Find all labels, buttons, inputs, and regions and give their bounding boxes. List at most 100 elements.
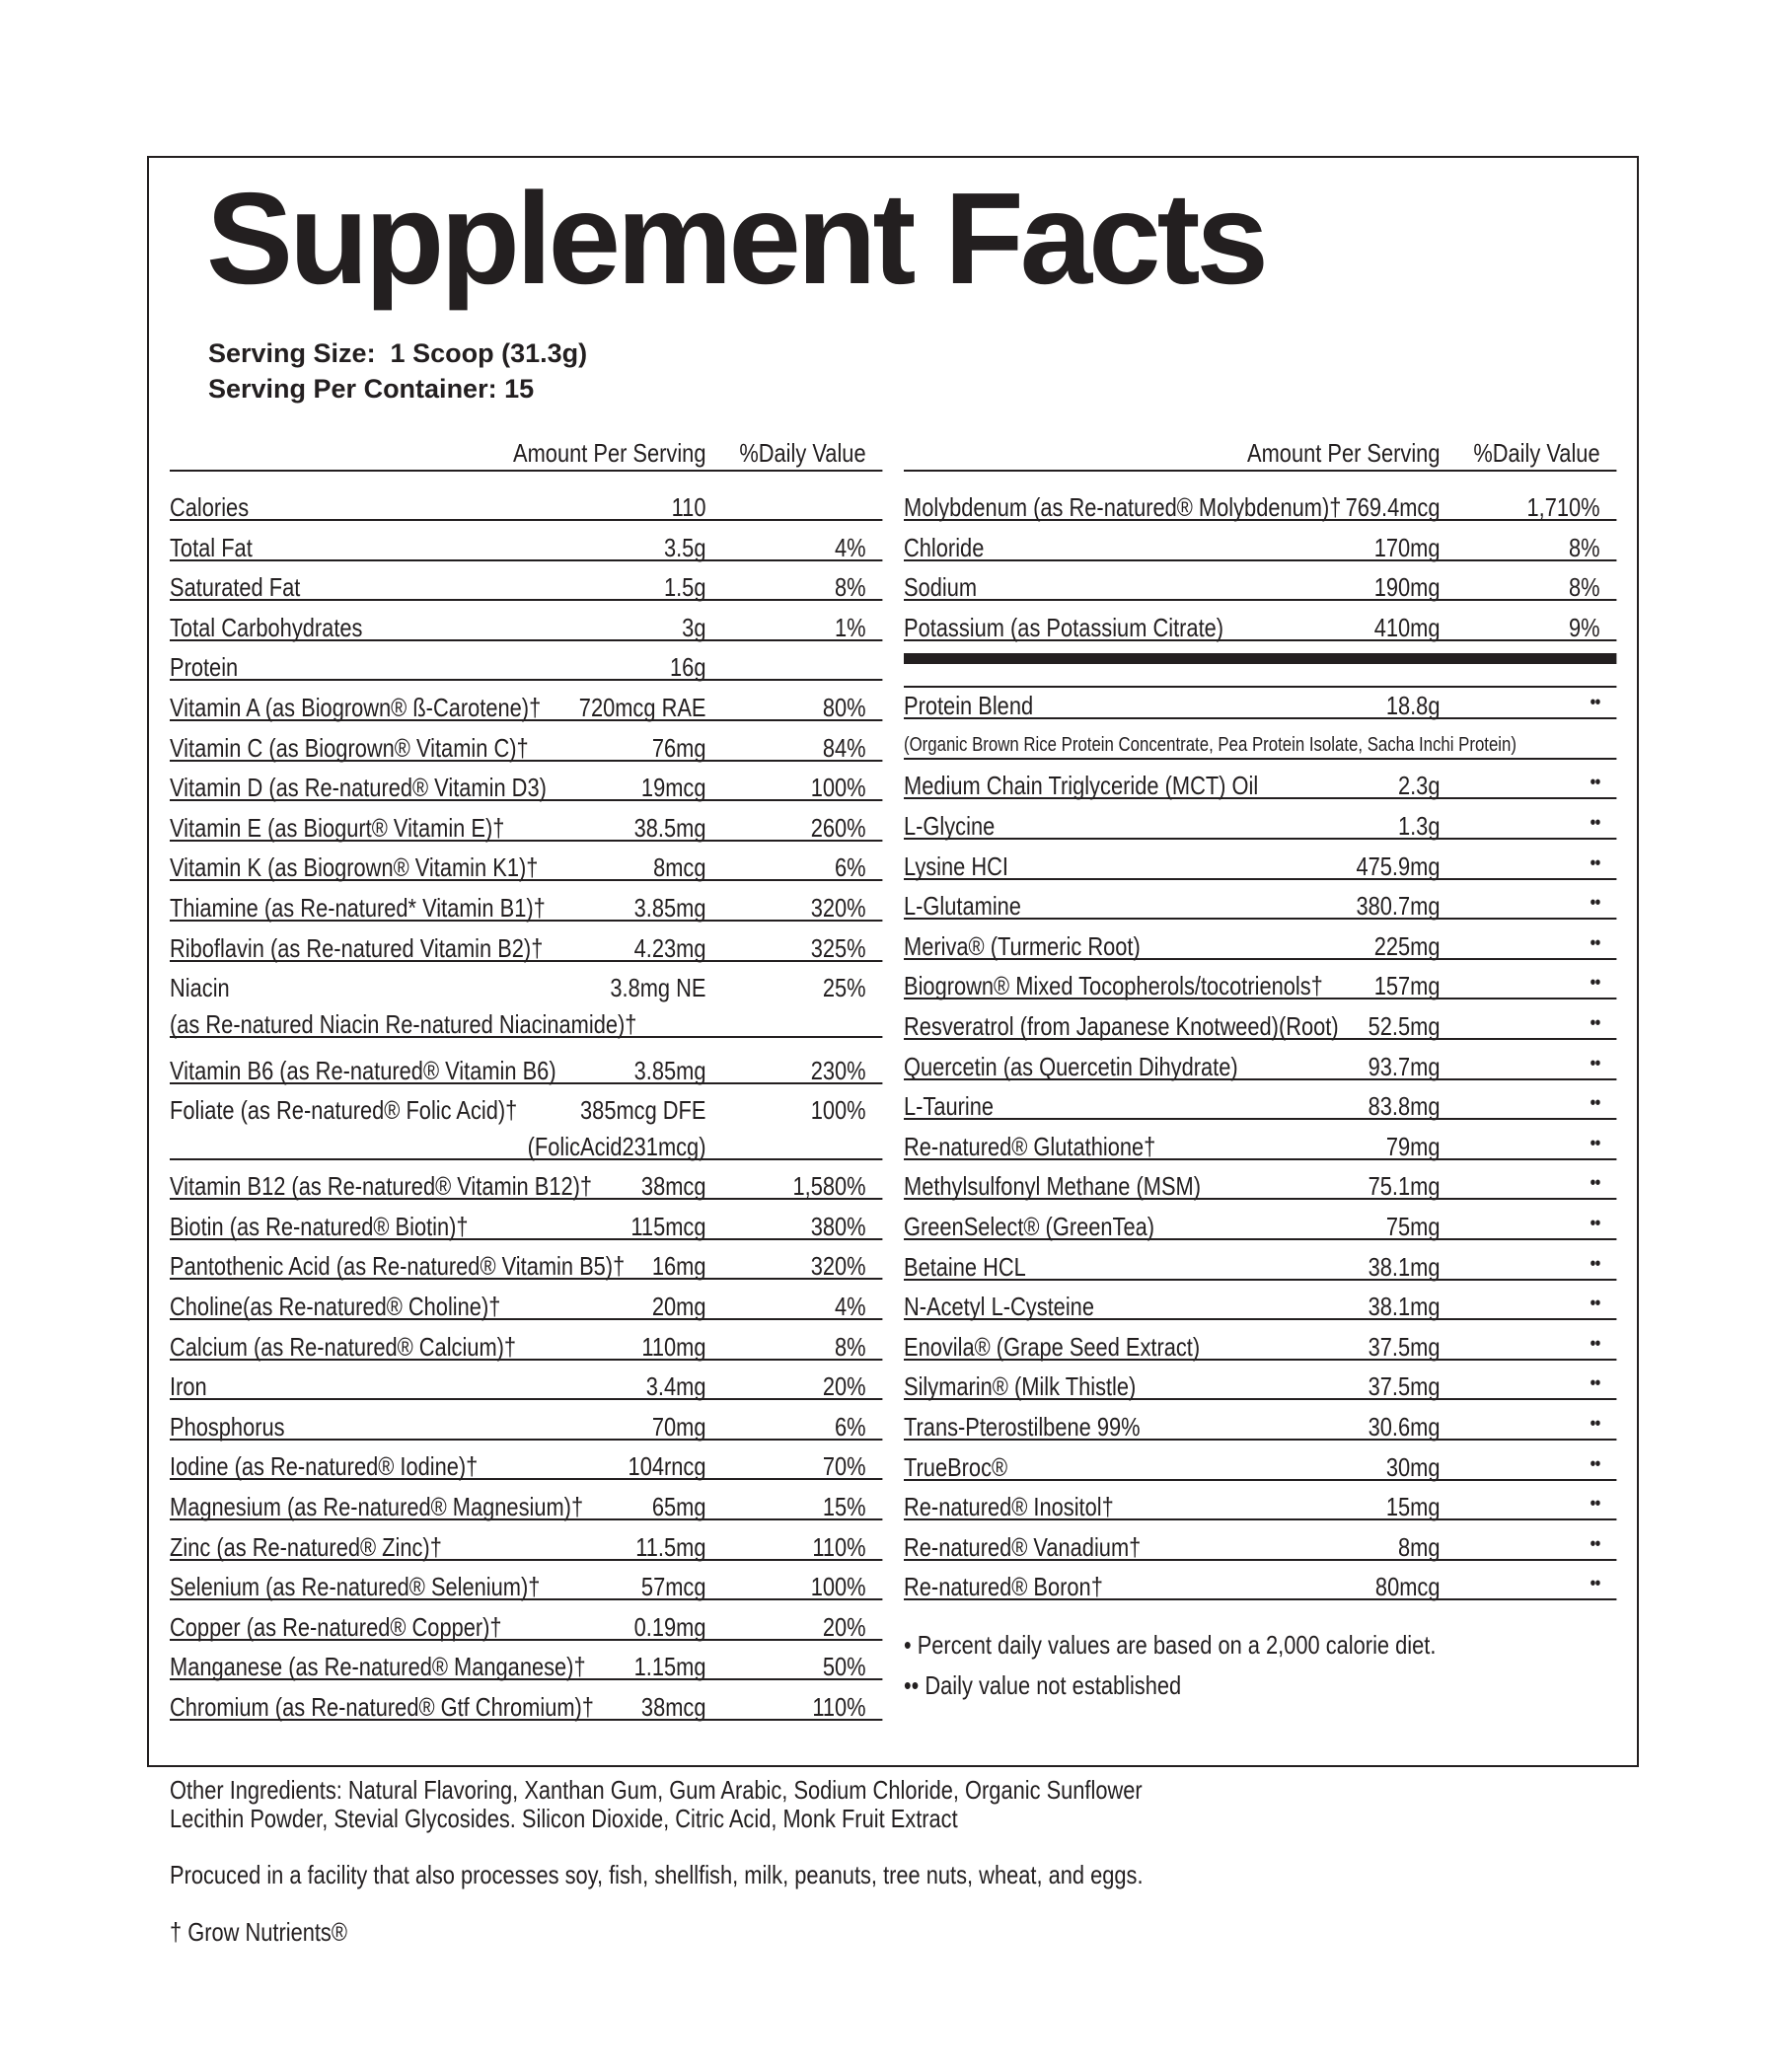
nutrient-name: Pantothenic Acid (as Re-natured® Vitamin… bbox=[170, 1251, 626, 1282]
table-row: Protein 16g bbox=[170, 641, 883, 682]
nutrient-name: Chromium (as Re-natured® Gtf Chromium)† bbox=[170, 1691, 594, 1722]
nutrient-dv: 320% bbox=[810, 893, 866, 924]
table-row: Thiamine (as Re-natured* Vitamin B1)† 3.8… bbox=[170, 881, 883, 924]
nutrient-amount: 65mg bbox=[651, 1491, 706, 1521]
left-nutrient-table: Amount Per Serving %Daily Value Calories… bbox=[170, 434, 883, 1722]
nutrient-amount: 157mg bbox=[1373, 971, 1441, 1001]
nutrient-amount: 8mg bbox=[1397, 1531, 1441, 1562]
nutrient-amount: 475.9mg bbox=[1356, 851, 1441, 881]
nutrient-amount: 110mg bbox=[641, 1331, 706, 1362]
nutrient-dv: •• bbox=[1590, 1532, 1601, 1555]
nutrient-amount: 19mcg bbox=[640, 773, 706, 803]
nutrient-dv: 8% bbox=[1569, 572, 1600, 603]
nutrient-dv: 100% bbox=[810, 1094, 866, 1125]
nutrient-amount: 16mg bbox=[651, 1251, 706, 1282]
other-ingredients-line: Lecithin Powder, Stevial Glycosides. Sil… bbox=[170, 1803, 958, 1833]
table-row: Medium Chain Triglyceride (MCT) Oil 2.3g •… bbox=[904, 760, 1617, 800]
nutrient-name: Thiamine (as Re-natured* Vitamin B1)† bbox=[170, 893, 546, 924]
nutrient-name-detail: (as Re-natured Niacin Re-natured Niacina… bbox=[170, 1008, 637, 1039]
table-row: Vitamin B12 (as Re-natured® Vitamin B12)… bbox=[170, 1160, 883, 1202]
table-row: GreenSelect® (GreenTea) 75mg •• bbox=[904, 1200, 1617, 1240]
nutrient-name: Methylsulfonyl Methane (MSM) bbox=[904, 1171, 1202, 1202]
nutrient-amount: 0.19mg bbox=[633, 1611, 706, 1642]
nutrient-name: Lysine HCI bbox=[904, 851, 1009, 881]
table-row: Potassium (as Potassium Citrate) 410mg 9% bbox=[904, 601, 1617, 642]
table-row: Re-natured® Vanadium† 8mg •• bbox=[904, 1520, 1617, 1562]
nutrient-name: Niacin bbox=[170, 972, 230, 1002]
table-row: Total Fat 3.5g 4% bbox=[170, 521, 883, 562]
table-row: Betaine HCL 38.1mg •• bbox=[904, 1240, 1617, 1281]
table-row: L-Glycine 1.3g •• bbox=[904, 799, 1617, 842]
nutrient-dv: 9% bbox=[1569, 612, 1600, 642]
nutrient-dv: •• bbox=[1590, 1172, 1601, 1195]
nutrient-name: L-Glycine bbox=[904, 811, 996, 842]
nutrient-name: Vitamin D (as Re-natured® Vitamin D3) bbox=[170, 773, 547, 803]
nutrient-dv: 20% bbox=[822, 1611, 866, 1642]
serving-size: Serving Size: 1 Scoop (31.3g) bbox=[208, 338, 588, 368]
table-row: L-Glutamine 380.7mg •• bbox=[904, 880, 1617, 922]
nutrient-name: Biotin (as Re-natured® Biotin)† bbox=[170, 1211, 469, 1241]
table-row: Re-natured® Boron† 80mcg •• bbox=[904, 1561, 1617, 1602]
table-row: Vitamin A (as Biogrown® ß-Carotene)† 720m… bbox=[170, 681, 883, 723]
table-row: Phosphorus 70mg 6% bbox=[170, 1400, 883, 1442]
nutrient-dv: •• bbox=[1590, 892, 1601, 915]
nutrient-dv: 8% bbox=[835, 572, 866, 603]
amount-header: Amount Per Serving bbox=[1247, 438, 1441, 468]
nutrient-amount: 3.5g bbox=[663, 532, 706, 562]
table-row: Vitamin K (as Biogrown® Vitamin K1)† 8mcg… bbox=[170, 842, 883, 883]
table-row: Selenium (as Re-natured® Selenium)† 57mcg… bbox=[170, 1561, 883, 1602]
nutrient-dv: 100% bbox=[810, 773, 866, 803]
nutrient-name: Re-natured® Vanadium† bbox=[904, 1531, 1142, 1562]
dv-header: %Daily Value bbox=[1473, 438, 1600, 468]
nutrient-amount: 20mg bbox=[651, 1292, 706, 1321]
nutrient-name: Re-natured® Glutathione† bbox=[904, 1131, 1156, 1161]
nutrient-amount: 79mg bbox=[1385, 1131, 1441, 1161]
nutrient-amount: 115mcg bbox=[630, 1211, 706, 1241]
nutrient-amount: 80mcg bbox=[1374, 1572, 1441, 1602]
nutrient-amount: 1.15mg bbox=[633, 1652, 706, 1682]
nutrient-dv: 325% bbox=[810, 932, 866, 963]
nutrient-dv: 15% bbox=[822, 1491, 866, 1521]
nutrient-dv: 80% bbox=[822, 693, 866, 723]
table-row: Calories 110 bbox=[170, 481, 883, 522]
nutrient-amount: 83.8mg bbox=[1368, 1091, 1441, 1122]
nutrient-amount: 38mcg bbox=[640, 1691, 706, 1722]
allergen-statement: Procuced in a facility that also process… bbox=[170, 1860, 1144, 1890]
nutrient-name: Re-natured® Inositol† bbox=[904, 1492, 1114, 1522]
nutrient-amount: 38mcg bbox=[640, 1171, 706, 1202]
nutrient-name: Selenium (as Re-natured® Selenium)† bbox=[170, 1572, 541, 1602]
nutrient-amount: 3.85mg bbox=[633, 893, 706, 924]
nutrient-amount: 410mg bbox=[1373, 612, 1441, 642]
nutrient-dv: 84% bbox=[822, 732, 866, 763]
nutrient-name: Vitamin E (as Biogurt® Vitamin E)† bbox=[170, 812, 505, 843]
nutrient-amount: 52.5mg bbox=[1368, 1011, 1441, 1042]
footnote: •• Daily value not established bbox=[904, 1670, 1616, 1711]
nutrient-name: Iodine (as Re-natured® Iodine)† bbox=[170, 1451, 479, 1482]
nutrient-amount: 30mg bbox=[1385, 1451, 1441, 1482]
nutrient-name: Sodium bbox=[904, 572, 978, 603]
nutrient-dv: 6% bbox=[835, 852, 866, 883]
nutrient-amount: 170mg bbox=[1373, 532, 1441, 562]
nutrient-name: Molybdenum (as Re-natured® Molybdenum)† bbox=[904, 492, 1342, 523]
nutrient-name: Resveratrol (from Japanese Knotweed)(Roo… bbox=[904, 1011, 1339, 1042]
nutrient-name: L-Glutamine bbox=[904, 891, 1021, 922]
nutrient-name: Vitamin A (as Biogrown® ß-Carotene)† bbox=[170, 693, 542, 723]
footnote-dv-not-established: •• Daily value not established bbox=[904, 1670, 1182, 1701]
nutrient-amount: 4.23mg bbox=[633, 932, 706, 963]
table-row: Riboflavin (as Re-natured Vitamin B2)† 4.… bbox=[170, 922, 883, 963]
table-row: Resveratrol (from Japanese Knotweed)(Roo… bbox=[904, 999, 1617, 1042]
nutrient-dv: 20% bbox=[822, 1371, 866, 1402]
nutrient-dv: 110% bbox=[812, 1691, 866, 1722]
supplement-facts-panel bbox=[147, 156, 1639, 1767]
nutrient-dv: •• bbox=[1590, 812, 1601, 835]
nutrient-dv: •• bbox=[1590, 1372, 1601, 1395]
dv-header: %Daily Value bbox=[739, 438, 866, 468]
table-row: N-Acetyl L-Cysteine 38.1mg •• bbox=[904, 1281, 1617, 1321]
table-header: Amount Per Serving %Daily Value bbox=[170, 434, 883, 472]
nutrient-dv: •• bbox=[1590, 1573, 1601, 1595]
table-row: L-Taurine 83.8mg •• bbox=[904, 1080, 1617, 1122]
nutrient-dv: 380% bbox=[810, 1211, 866, 1241]
blend-ingredients: (Organic Brown Rice Protein Concentrate,… bbox=[904, 733, 1517, 756]
nutrient-dv: 70% bbox=[822, 1451, 866, 1482]
nutrient-name: Phosphorus bbox=[170, 1411, 285, 1442]
